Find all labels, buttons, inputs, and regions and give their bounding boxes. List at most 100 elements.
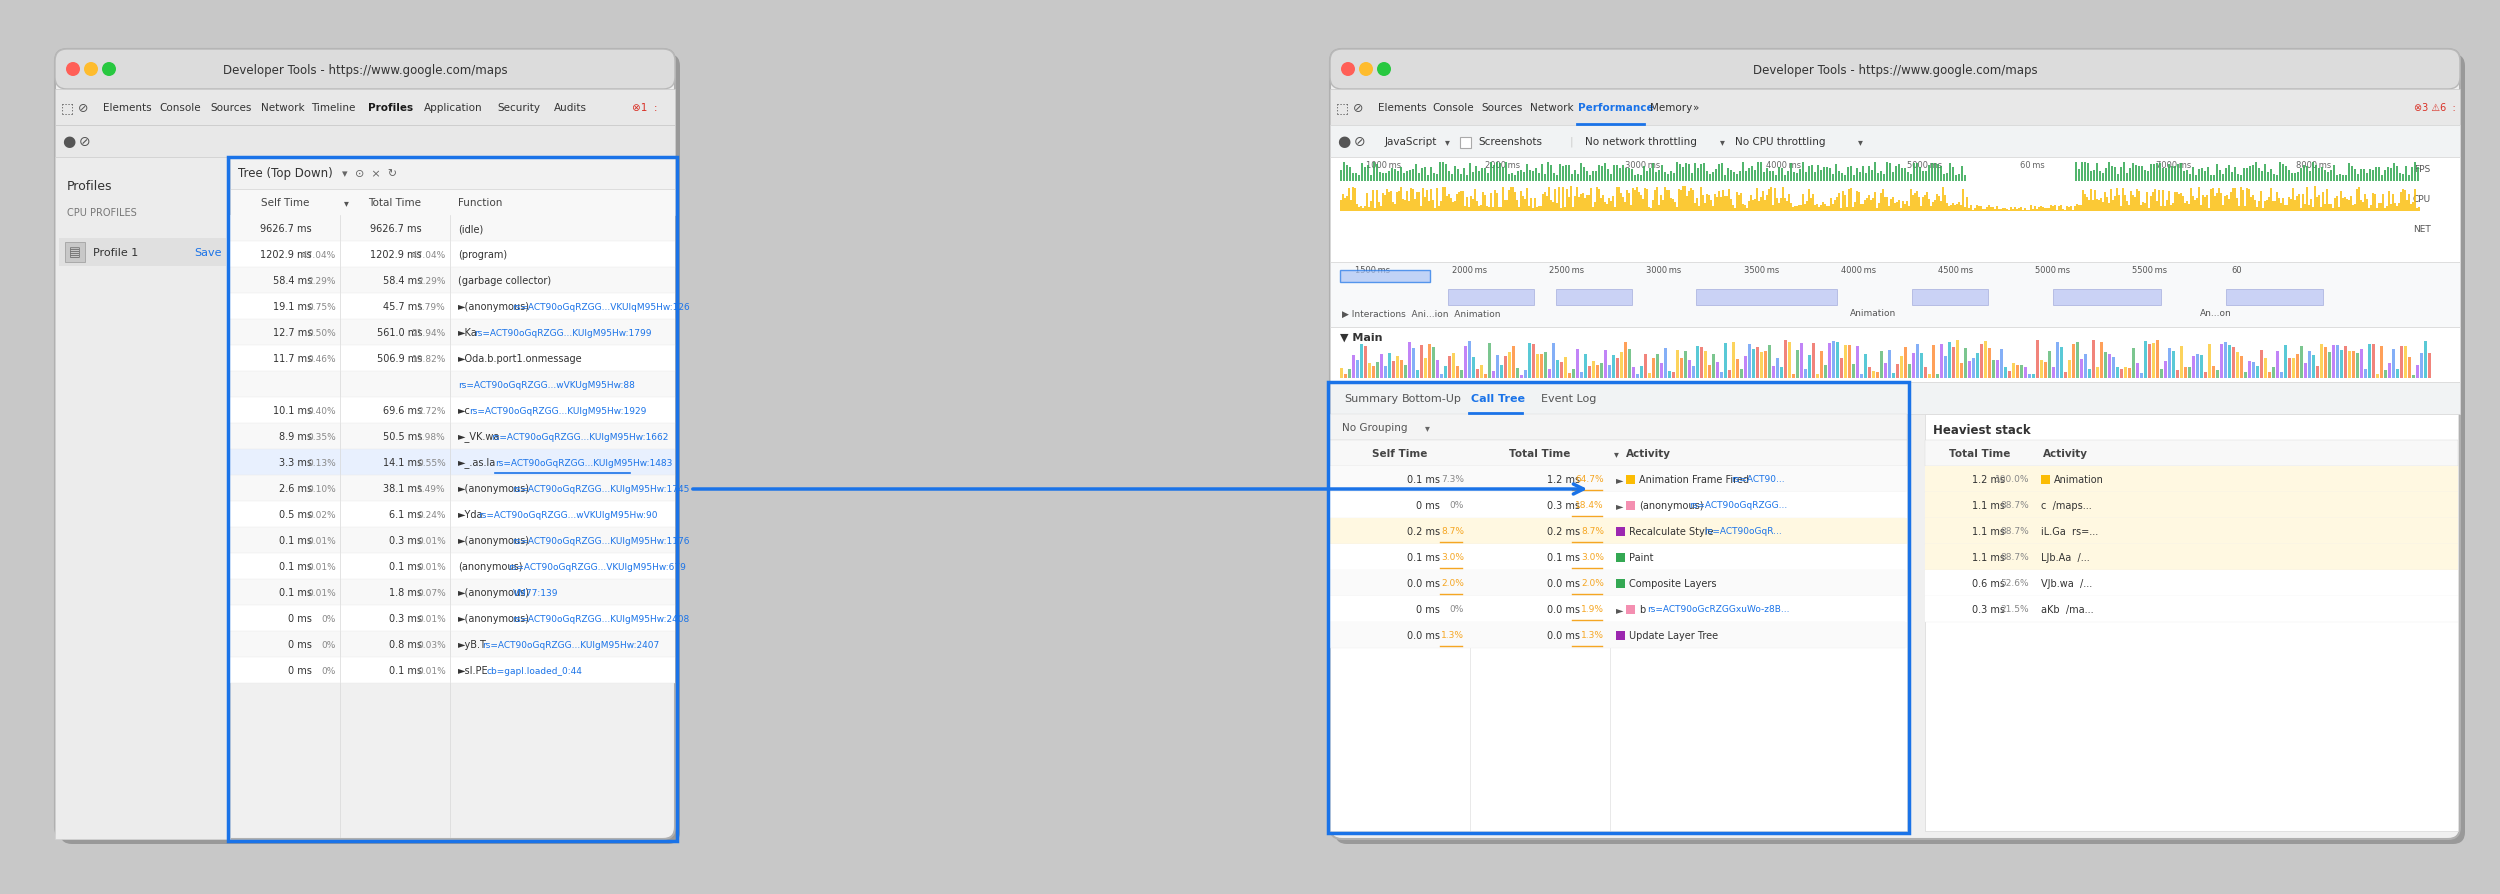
Bar xyxy=(1800,343,1802,378)
Text: 0 ms: 0 ms xyxy=(1415,501,1440,510)
Bar xyxy=(230,158,675,190)
Text: 60: 60 xyxy=(2230,266,2242,274)
Bar xyxy=(1575,350,1580,378)
Bar xyxy=(1768,346,1770,378)
Bar xyxy=(2035,341,2040,378)
Bar xyxy=(2068,361,2070,378)
Text: An...on: An...on xyxy=(2200,309,2232,318)
Bar xyxy=(1820,351,1822,378)
Bar xyxy=(2300,347,2302,378)
Text: 5000 ms: 5000 ms xyxy=(1908,161,1942,170)
Text: Animation Frame Fired: Animation Frame Fired xyxy=(1640,475,1750,485)
Bar xyxy=(2085,354,2088,378)
Bar xyxy=(1340,368,1342,378)
Bar xyxy=(1888,350,1890,378)
Bar xyxy=(2372,345,2375,378)
Text: 0.01%: 0.01% xyxy=(418,536,445,544)
Text: ▾: ▾ xyxy=(345,198,350,207)
Bar xyxy=(1835,342,1840,378)
Bar xyxy=(1648,374,1650,378)
Bar xyxy=(1585,355,1588,378)
Text: rs=ACT90oGqRZGG...VKUIgM95Hw:679: rs=ACT90oGqRZGG...VKUIgM95Hw:679 xyxy=(508,561,685,571)
Bar xyxy=(1445,367,1448,378)
Text: 4000 ms: 4000 ms xyxy=(1840,266,1875,274)
Text: 0.6 ms: 0.6 ms xyxy=(1972,578,2005,588)
Bar xyxy=(1330,544,1908,570)
Bar xyxy=(2360,350,2362,378)
Text: 2.0%: 2.0% xyxy=(1440,578,1465,588)
Bar xyxy=(1855,347,1860,378)
Bar xyxy=(1792,375,1795,378)
Bar xyxy=(2040,360,2042,378)
Text: 1.1 ms: 1.1 ms xyxy=(1972,501,2005,510)
Text: 8.9 ms: 8.9 ms xyxy=(280,432,312,442)
Text: Bottom-Up: Bottom-Up xyxy=(1403,393,1462,403)
Bar xyxy=(1330,415,1908,441)
Bar xyxy=(1925,467,2458,493)
Bar xyxy=(1825,365,1828,378)
Text: 7.3%: 7.3% xyxy=(1440,475,1465,484)
Bar xyxy=(2405,347,2408,378)
Bar xyxy=(1915,344,1920,378)
Bar xyxy=(55,126,675,158)
Circle shape xyxy=(65,63,80,77)
Text: 2.72%: 2.72% xyxy=(418,406,445,415)
Text: ►(anonymous): ►(anonymous) xyxy=(458,484,530,493)
Text: 5500 ms: 5500 ms xyxy=(2132,266,2168,274)
Bar xyxy=(1925,570,2458,596)
Bar xyxy=(1805,369,1808,378)
Bar xyxy=(2215,371,2220,378)
Bar xyxy=(1330,263,2460,327)
Text: 0.0 ms: 0.0 ms xyxy=(1548,604,1580,614)
Bar xyxy=(2180,347,2182,378)
Bar xyxy=(230,215,675,241)
Bar xyxy=(1468,342,1470,378)
Text: 0.1 ms: 0.1 ms xyxy=(280,561,312,571)
Bar xyxy=(2115,367,2120,378)
Text: ►yB.T: ►yB.T xyxy=(458,639,488,649)
Text: ⬚: ⬚ xyxy=(1335,101,1348,114)
Text: Heaviest stack: Heaviest stack xyxy=(1932,424,2030,437)
Bar xyxy=(1640,367,1642,378)
Bar xyxy=(1372,367,1375,378)
Bar xyxy=(1885,364,1888,378)
Text: NET: NET xyxy=(2412,225,2430,234)
Text: 0.13%: 0.13% xyxy=(308,458,335,467)
Bar xyxy=(1330,126,2460,158)
Bar xyxy=(2145,342,2148,378)
Text: 0.0 ms: 0.0 ms xyxy=(1548,630,1580,640)
Bar xyxy=(2352,352,2355,378)
Text: Self Time: Self Time xyxy=(260,198,310,207)
Text: 1.1 ms: 1.1 ms xyxy=(1972,527,2005,536)
Text: Total Time: Total Time xyxy=(368,198,423,207)
Text: No Grouping: No Grouping xyxy=(1342,423,1407,433)
Bar xyxy=(1940,345,1942,378)
Bar xyxy=(2095,367,2100,378)
Bar xyxy=(1928,375,1930,378)
Bar xyxy=(1435,360,1440,378)
Bar xyxy=(2025,367,2028,378)
Bar xyxy=(1752,350,1755,378)
Bar xyxy=(1828,343,1830,378)
Text: 0.01%: 0.01% xyxy=(308,588,335,597)
Circle shape xyxy=(102,63,115,77)
Bar xyxy=(1628,350,1630,378)
Text: 21.94%: 21.94% xyxy=(412,328,445,337)
Text: ▾: ▾ xyxy=(1445,137,1450,147)
Bar xyxy=(2235,352,2240,378)
Text: 9626.7 ms: 9626.7 ms xyxy=(260,224,312,233)
Text: Self Time: Self Time xyxy=(1372,449,1427,459)
Text: 0 ms: 0 ms xyxy=(288,665,312,675)
Text: ▼ Main: ▼ Main xyxy=(1340,333,1382,342)
Bar xyxy=(2280,373,2282,378)
Bar xyxy=(2108,354,2110,378)
Bar xyxy=(1668,372,1670,378)
Text: ⊘: ⊘ xyxy=(1352,101,1362,114)
Bar xyxy=(2060,348,2062,378)
Bar xyxy=(1452,353,1455,378)
Bar xyxy=(1348,369,1350,378)
Bar xyxy=(1925,493,2458,519)
Bar xyxy=(2388,364,2390,378)
Bar xyxy=(1425,358,1427,378)
Text: (garbage collector): (garbage collector) xyxy=(458,275,550,286)
